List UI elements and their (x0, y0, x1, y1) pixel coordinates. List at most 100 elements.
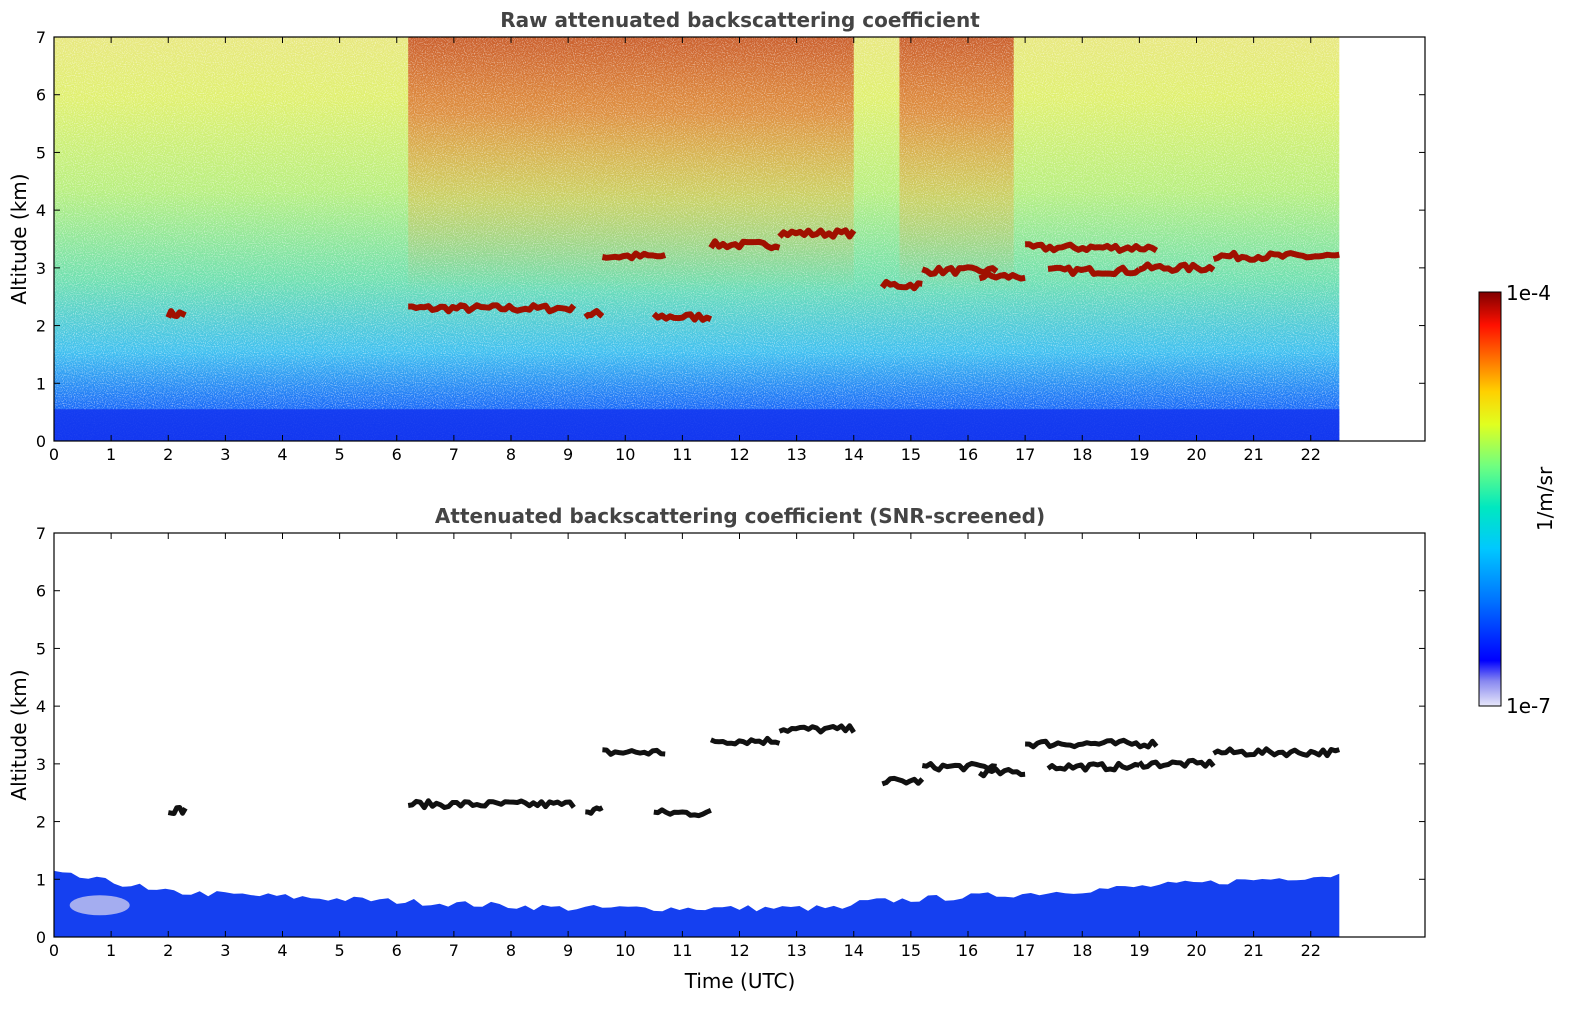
x-tick-label: 4 (277, 941, 287, 960)
cloud-layer (601, 250, 667, 262)
x-tick-label: 8 (506, 445, 516, 464)
y-tick-label: 7 (36, 28, 46, 47)
y-tick-label: 4 (36, 697, 46, 716)
y-tick-label: 1 (36, 374, 46, 393)
y-tick-label: 7 (36, 524, 46, 543)
x-tick-label: 8 (506, 941, 516, 960)
y-tick-label: 5 (36, 639, 46, 658)
x-tick-label: 21 (1243, 445, 1263, 464)
x-tick-label: 16 (958, 445, 978, 464)
screened-plot-area: 0 1 2 3 4 5 6 7 8 9 10 11 12 13 14 15 16 17 18 19 20 21 220123… (36, 524, 1426, 960)
x-tick-label: 4 (277, 445, 287, 464)
x-tick-label: 9 (563, 445, 573, 464)
cloud-layer (881, 775, 925, 787)
y-tick-label: 6 (36, 582, 46, 601)
x-tick-label: 1 (106, 445, 116, 464)
raw-y-axis-label: Altitude (km) (7, 173, 31, 304)
cloud-layer (879, 278, 923, 292)
x-tick-label: 5 (335, 941, 345, 960)
x-tick-label: 20 (1186, 445, 1206, 464)
x-tick-label: 14 (844, 941, 864, 960)
x-tick-label: 18 (1072, 941, 1092, 960)
x-tick-label: 0 (49, 445, 59, 464)
cloud-layer (777, 227, 857, 240)
screened-backscatter-panel: Attenuated backscattering coefficient (S… (7, 504, 1426, 993)
colorbar-min-label: 1e-7 (1506, 694, 1551, 718)
boundary-layer (54, 870, 1340, 937)
cloud-layer (1047, 264, 1142, 278)
x-tick-label: 0 (49, 941, 59, 960)
x-tick-label: 5 (335, 445, 345, 464)
x-tick-label: 2 (163, 941, 173, 960)
x-tick-label: 13 (786, 445, 806, 464)
x-tick-label: 19 (1129, 445, 1149, 464)
colorbar: 1e-4 1e-7 1/m/sr (1478, 281, 1557, 718)
cloud-layer (583, 308, 605, 320)
cloud-layer (708, 238, 781, 252)
x-tick-label: 17 (1015, 445, 1035, 464)
raw-backscatter-panel: Raw attenuated backscattering coefficien… (7, 8, 1426, 464)
y-tick-label: 2 (36, 317, 46, 336)
cloud-layer (651, 311, 713, 323)
x-tick-label: 22 (1301, 445, 1321, 464)
x-tick-label: 3 (220, 445, 230, 464)
x-tick-label: 12 (729, 445, 749, 464)
x-tick-label: 7 (449, 445, 459, 464)
x-tick-label: 17 (1015, 941, 1035, 960)
cloud-layer (602, 747, 666, 757)
cloud-layer (407, 798, 576, 811)
cloud-layer (778, 723, 856, 735)
cloud-layer (1138, 261, 1216, 274)
boundary-layer (54, 409, 1340, 441)
y-tick-label: 0 (36, 432, 46, 451)
raw-plot-area: 0 1 2 3 4 5 6 7 8 9 10 11 12 13 14 15 16 17 18 19 20 21 220123… (36, 28, 1426, 464)
cloud-layer (167, 805, 188, 816)
x-tick-label: 19 (1129, 941, 1149, 960)
cloud-layer (977, 766, 1026, 779)
cloud-layer (709, 735, 781, 747)
colorbar-max-label: 1e-4 (1506, 281, 1551, 305)
cloud-layer (1212, 746, 1341, 759)
cloud-layer (165, 308, 187, 319)
x-tick-label: 1 (106, 941, 116, 960)
x-tick-label: 14 (844, 445, 864, 464)
y-tick-label: 4 (36, 201, 46, 220)
x-tick-label: 15 (901, 941, 921, 960)
cloud-layer (1212, 249, 1340, 263)
x-tick-label: 21 (1243, 941, 1263, 960)
y-tick-label: 2 (36, 813, 46, 832)
screened-y-axis-label: Altitude (km) (7, 669, 31, 800)
x-axis-label: Time (UTC) (684, 969, 796, 993)
x-tick-label: 7 (449, 941, 459, 960)
y-tick-label: 0 (36, 928, 46, 947)
cloud-layer (585, 805, 604, 816)
cloud-layer (1137, 757, 1216, 770)
raw-panel-title: Raw attenuated backscattering coefficien… (500, 8, 980, 32)
y-tick-label: 5 (36, 143, 46, 162)
cloud-layer (978, 270, 1026, 282)
x-tick-label: 11 (672, 941, 692, 960)
near-surface-patch (69, 895, 130, 916)
x-tick-label: 6 (392, 445, 402, 464)
cloud-layer (1025, 737, 1159, 750)
cloud-layer (921, 760, 997, 773)
x-tick-label: 12 (729, 941, 749, 960)
x-tick-label: 11 (672, 445, 692, 464)
x-tick-label: 2 (163, 445, 173, 464)
colorbar-unit-label: 1/m/sr (1533, 466, 1557, 531)
x-tick-label: 18 (1072, 445, 1092, 464)
x-tick-label: 13 (786, 941, 806, 960)
x-tick-label: 10 (615, 445, 635, 464)
y-tick-label: 6 (36, 86, 46, 105)
x-tick-label: 3 (220, 941, 230, 960)
cloud-layer (1046, 760, 1140, 773)
cloud-layer (1025, 241, 1159, 254)
cloud-layer (408, 302, 577, 315)
x-tick-label: 9 (563, 941, 573, 960)
y-tick-label: 3 (36, 755, 46, 774)
screened-panel-title: Attenuated backscattering coefficient (S… (435, 504, 1045, 528)
y-tick-label: 1 (36, 870, 46, 889)
axes-frame (53, 532, 1426, 938)
x-tick-label: 20 (1186, 941, 1206, 960)
